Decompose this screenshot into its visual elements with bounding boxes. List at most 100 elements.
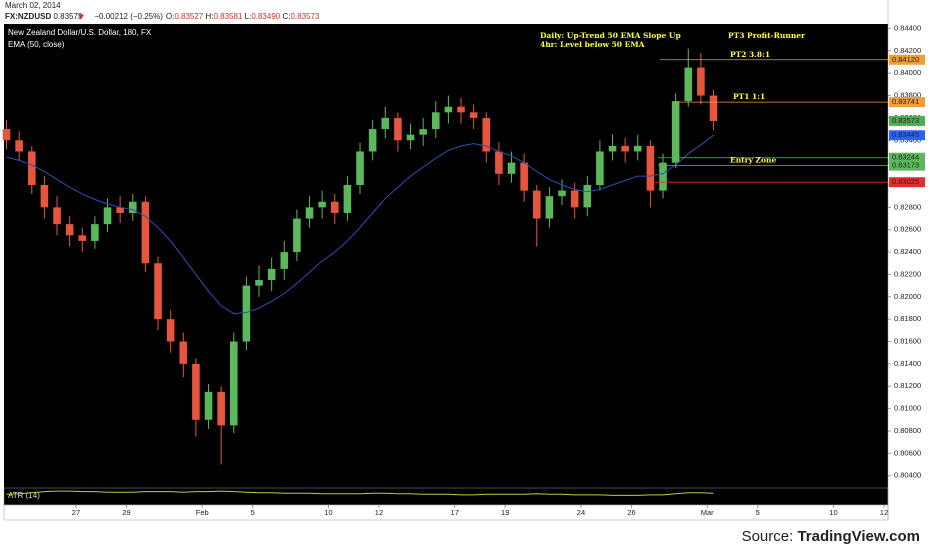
y-tick-label: 0.81200 (894, 381, 921, 390)
y-tick-label: 0.81400 (894, 359, 921, 368)
candle-body (330, 201, 339, 213)
y-tick-label: 0.84200 (894, 46, 921, 55)
candle-body (141, 201, 150, 264)
price-tag-label: 0.83741 (892, 97, 919, 106)
y-tick-label: 0.82800 (894, 202, 921, 211)
candle-body (482, 117, 491, 152)
x-tick-label: 27 (72, 508, 80, 517)
x-tick-label: 19 (501, 508, 509, 517)
candle-body (154, 263, 162, 320)
x-tick-label: Mar (701, 508, 714, 517)
x-tick-label: 5 (756, 508, 760, 517)
candle-body (128, 201, 137, 213)
candle-body (671, 101, 680, 163)
candle-body (356, 151, 364, 186)
source-label: Source: (742, 528, 794, 545)
candle-body (65, 224, 74, 236)
o-label: O: (166, 12, 174, 21)
candle-body (507, 162, 516, 174)
candle-body (444, 106, 453, 113)
atr-line (6, 490, 714, 496)
l-label: L: (245, 12, 252, 21)
candle-body (53, 207, 61, 225)
candle-body (255, 280, 263, 286)
level-label: PT2 3.8:1 (730, 50, 770, 59)
h-label: H: (205, 12, 213, 21)
candle-body (27, 151, 36, 186)
l-value: 0.83490 (251, 12, 280, 21)
candle-body (709, 95, 718, 121)
price-tag-label: 0.83573 (892, 116, 919, 125)
candle-body (305, 207, 314, 219)
candle-body (15, 140, 23, 152)
candle-body (267, 268, 276, 281)
x-tick-label: 12 (375, 508, 383, 517)
candle-body (697, 67, 705, 96)
candle-body (293, 218, 301, 253)
o-value: 0.83527 (174, 12, 203, 21)
source: Source: TradingView.com (742, 528, 920, 545)
candle-body (2, 129, 11, 141)
candle-body (621, 145, 629, 152)
x-tick-label: 17 (451, 508, 459, 517)
plot-area (4, 24, 888, 488)
ema-label: EMA (50, close) (8, 40, 65, 49)
candle-body (318, 201, 326, 208)
price-tag (889, 97, 925, 108)
level-label: PT1 1:1 (733, 92, 765, 101)
y-tick-label: 0.80800 (894, 426, 921, 435)
annotation: PT3 Profit-Runner (728, 31, 806, 40)
h-value: 0.83581 (213, 12, 242, 21)
y-tick-label: 0.82400 (894, 247, 921, 256)
x-tick-label: 10 (829, 508, 837, 517)
candle-body (204, 391, 213, 420)
price-tag-label: 0.83025 (892, 177, 919, 186)
quote-line: FX:NZDUSD 0.83573 −0.00212 (−0.25%) O:0.83… (5, 12, 320, 21)
x-tick-label: Feb (196, 508, 209, 517)
candle-body (217, 391, 225, 426)
candle-body (583, 185, 592, 208)
change: −0.00212 (−0.25%) (94, 12, 163, 21)
candle-body (381, 117, 390, 130)
y-tick-label: 0.80600 (894, 448, 921, 457)
price-tag (889, 152, 925, 163)
y-tick-label: 0.84400 (894, 23, 921, 32)
price-tag-label: 0.83244 (892, 153, 919, 162)
candle-body (368, 129, 377, 152)
date: March 02, 2014 (5, 1, 61, 10)
candle-body (192, 363, 200, 420)
x-tick-label: 26 (627, 508, 635, 517)
y-tick-label: 0.82000 (894, 292, 921, 301)
candle-body (545, 196, 554, 219)
candle-body (608, 145, 617, 152)
x-tick-label: 5 (251, 508, 255, 517)
y-tick-label: 0.81800 (894, 314, 921, 323)
price-tag-label: 0.83173 (892, 161, 919, 170)
price-tag-label: 0.83445 (892, 130, 919, 139)
candle-body (166, 319, 175, 342)
candle-body (103, 207, 112, 225)
candle-body (659, 162, 667, 191)
candle-body (558, 190, 566, 197)
x-tick-label: 10 (324, 508, 332, 517)
candle-body (179, 341, 188, 364)
c-value: 0.83573 (290, 12, 319, 21)
candle-body (419, 129, 427, 135)
annotation: Daily: Up-Trend 50 EMA Slope Up (540, 31, 681, 40)
candle-body (242, 285, 251, 342)
y-tick-label: 0.81600 (894, 337, 921, 346)
price-tag (889, 177, 925, 188)
x-tick-label: 29 (122, 508, 130, 517)
candle-body (469, 112, 478, 118)
source-site: TradingView.com (797, 528, 920, 545)
price-tag (889, 115, 925, 126)
symbol: FX:NZDUSD (5, 12, 51, 21)
candle-body (78, 235, 87, 241)
x-tick-label: 24 (577, 508, 585, 517)
y-tick-label: 0.81000 (894, 404, 921, 413)
candle-body (280, 252, 289, 269)
candle-body (116, 207, 124, 213)
price-tag (889, 160, 925, 171)
down-arrow (78, 14, 84, 20)
